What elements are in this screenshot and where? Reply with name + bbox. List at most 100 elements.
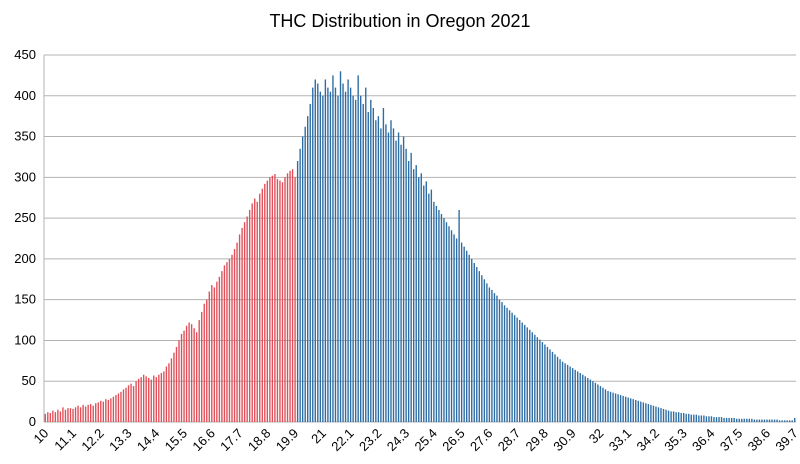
y-tick-label: 250 (14, 210, 36, 225)
bar (319, 91, 322, 422)
bar (89, 404, 92, 422)
x-tick-label: 14.4 (134, 426, 163, 455)
bar (158, 374, 160, 422)
bar (418, 177, 420, 422)
bar (259, 193, 261, 422)
bar (211, 284, 213, 422)
bar (387, 132, 390, 423)
bar (337, 95, 339, 422)
x-tick-label: 35.3 (661, 426, 690, 455)
bar (286, 173, 289, 422)
bar (362, 103, 364, 423)
bar (569, 366, 571, 422)
bar (647, 404, 650, 422)
bar (582, 374, 584, 422)
bar (392, 128, 395, 422)
bar (135, 381, 137, 422)
bar (476, 267, 478, 422)
bar (526, 327, 528, 422)
bar (95, 403, 97, 422)
bar (571, 368, 574, 422)
bar (786, 420, 788, 422)
bar (491, 289, 493, 422)
bar (496, 295, 498, 422)
bar (132, 386, 135, 422)
bar (635, 399, 637, 422)
bar (690, 414, 692, 422)
bar (597, 384, 599, 422)
bar (397, 132, 400, 423)
bar (360, 95, 362, 422)
bar (160, 373, 163, 422)
bar (243, 222, 246, 422)
bar (349, 87, 352, 423)
bar (284, 177, 286, 422)
bar (248, 209, 251, 422)
bar (294, 177, 296, 422)
bar (163, 371, 165, 422)
bar (680, 413, 682, 422)
y-tick-label: 450 (14, 47, 36, 62)
bars (44, 71, 796, 423)
bar (730, 417, 733, 422)
bar (122, 389, 125, 422)
bar (650, 404, 652, 422)
bar (612, 392, 614, 422)
bar (723, 417, 725, 422)
bar (115, 395, 117, 422)
bar (460, 242, 463, 422)
bar (102, 401, 104, 422)
bar (574, 369, 576, 422)
bar (120, 391, 122, 422)
bar (683, 413, 685, 422)
bar (498, 299, 501, 422)
bar (342, 83, 344, 422)
bar (693, 414, 695, 422)
x-tick-label: 12.2 (78, 426, 107, 455)
bar (622, 395, 624, 422)
bar (190, 324, 193, 422)
bar (435, 205, 438, 422)
bar (758, 419, 761, 422)
bar (746, 418, 748, 422)
bar (587, 377, 589, 422)
bar (741, 418, 743, 422)
bar (463, 246, 465, 422)
x-tick-label: 17.7 (217, 426, 246, 455)
bar (402, 136, 405, 422)
bar (213, 287, 216, 422)
bar (624, 396, 627, 422)
bar (367, 112, 369, 422)
x-tick-label: 16.6 (189, 426, 218, 455)
bar (370, 99, 372, 423)
bar (52, 410, 54, 422)
bar (110, 398, 112, 422)
bar (216, 281, 218, 422)
bar (44, 413, 46, 422)
bar (407, 161, 410, 422)
bar (493, 293, 496, 422)
bar (715, 417, 718, 422)
bar (465, 250, 468, 422)
bar (710, 416, 713, 422)
bar (778, 420, 781, 422)
bar (763, 419, 766, 422)
bar (486, 283, 488, 422)
bar (148, 377, 150, 422)
bar (592, 381, 594, 422)
bar (579, 373, 581, 422)
bar (619, 395, 622, 422)
bar (112, 396, 115, 422)
x-tick-label: 21 (308, 426, 329, 447)
bar (794, 417, 796, 422)
bar (125, 387, 127, 422)
bar (380, 128, 382, 422)
bar (289, 170, 291, 422)
x-tick-label: 27.6 (467, 426, 496, 455)
bar (791, 420, 793, 422)
bar (274, 174, 276, 422)
x-tick-label: 37.5 (717, 426, 746, 455)
bar (354, 99, 357, 423)
bar (425, 181, 427, 422)
bar (566, 364, 569, 422)
